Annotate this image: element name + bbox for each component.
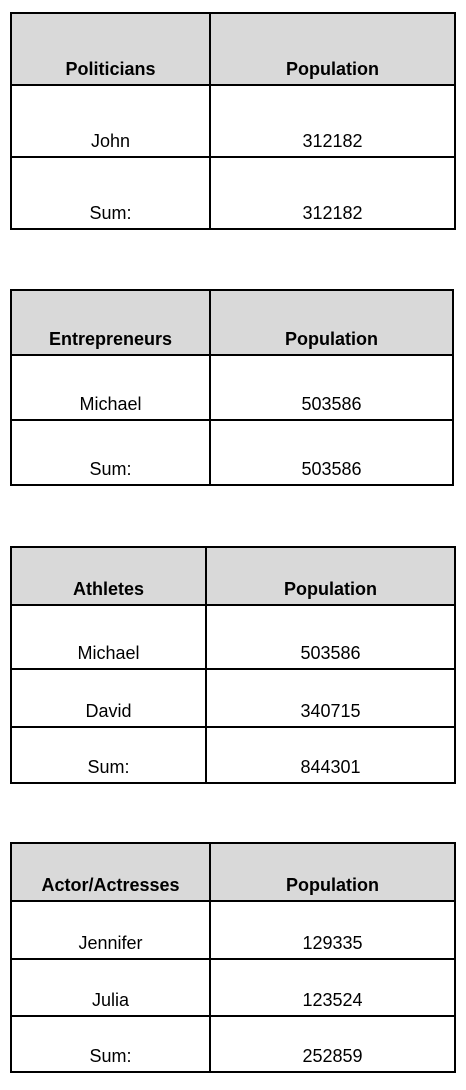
- sum-label-cell: Sum:: [10, 1015, 211, 1073]
- table-row: David 340715: [10, 668, 456, 728]
- table-row: Michael 503586: [10, 354, 454, 421]
- name-cell: David: [10, 668, 207, 728]
- name-cell: Michael: [10, 604, 207, 670]
- column-header-population: Population: [209, 289, 454, 356]
- name-cell: Julia: [10, 958, 211, 1017]
- column-header-category: Actor/Actresses: [10, 842, 211, 902]
- entrepreneurs-table: Entrepreneurs Population Michael 503586 …: [10, 289, 454, 486]
- sum-value-cell: 252859: [209, 1015, 456, 1073]
- name-cell: Jennifer: [10, 900, 211, 960]
- column-header-population: Population: [209, 842, 456, 902]
- table-row: Michael 503586: [10, 604, 456, 670]
- actors-table: Actor/Actresses Population Jennifer 1293…: [10, 842, 456, 1073]
- athletes-table: Athletes Population Michael 503586 David…: [10, 546, 456, 784]
- politicians-table: Politicians Population John 312182 Sum: …: [10, 12, 456, 230]
- table-header-row: Politicians Population: [10, 12, 456, 86]
- population-cell: 123524: [209, 958, 456, 1017]
- table-row: Jennifer 129335: [10, 900, 456, 960]
- column-header-category: Politicians: [10, 12, 211, 86]
- column-header-category: Entrepreneurs: [10, 289, 211, 356]
- name-cell: John: [10, 84, 211, 158]
- column-header-category: Athletes: [10, 546, 207, 606]
- table-header-row: Athletes Population: [10, 546, 456, 606]
- sum-value-cell: 503586: [209, 419, 454, 486]
- sum-row: Sum: 844301: [10, 726, 456, 784]
- sum-label-cell: Sum:: [10, 726, 207, 784]
- sum-label-cell: Sum:: [10, 156, 211, 230]
- table-row: John 312182: [10, 84, 456, 158]
- name-cell: Michael: [10, 354, 211, 421]
- sum-row: Sum: 312182: [10, 156, 456, 230]
- population-cell: 503586: [209, 354, 454, 421]
- table-header-row: Entrepreneurs Population: [10, 289, 454, 356]
- population-cell: 312182: [209, 84, 456, 158]
- sum-row: Sum: 503586: [10, 419, 454, 486]
- population-cell: 129335: [209, 900, 456, 960]
- population-cell: 503586: [205, 604, 456, 670]
- sum-row: Sum: 252859: [10, 1015, 456, 1073]
- column-header-population: Population: [205, 546, 456, 606]
- table-row: Julia 123524: [10, 958, 456, 1017]
- column-header-population: Population: [209, 12, 456, 86]
- table-header-row: Actor/Actresses Population: [10, 842, 456, 902]
- sum-value-cell: 312182: [209, 156, 456, 230]
- population-cell: 340715: [205, 668, 456, 728]
- sum-label-cell: Sum:: [10, 419, 211, 486]
- sum-value-cell: 844301: [205, 726, 456, 784]
